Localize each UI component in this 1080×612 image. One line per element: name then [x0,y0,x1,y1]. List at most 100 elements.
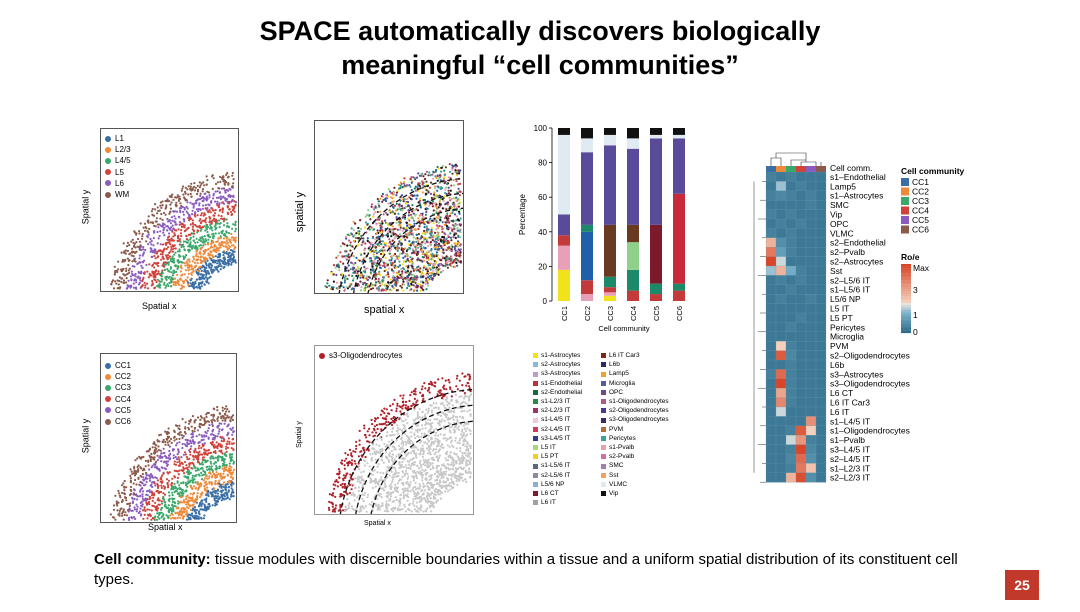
cell-point [420,243,423,247]
cell-point [411,265,414,268]
cell-point [149,484,152,487]
cell-point [193,430,196,433]
cell-point [401,440,404,443]
cell-point [212,495,215,498]
cell-point [218,255,221,258]
cell-point [176,195,179,198]
cell-point [190,467,193,470]
cell-point [453,228,456,231]
cell-point [450,184,453,187]
cell-point [169,227,172,231]
cell-point [150,509,153,512]
cell-point [181,418,184,421]
cell-point [190,436,193,439]
cell-point [400,286,403,289]
cell-point [123,250,126,253]
cell-point [161,224,164,227]
cell-point [397,280,400,283]
cell-point [381,192,384,196]
cell-point [439,238,442,241]
cell-point [125,277,128,280]
cell-point [424,192,427,195]
cell-point [192,185,196,188]
cell-point [410,176,413,179]
cell-point [218,422,221,425]
cell-point [177,228,180,231]
cell-point [140,500,143,503]
cell-point [207,252,210,255]
cell-point [429,240,432,244]
cell-point [427,191,430,194]
cell-point [193,213,196,217]
cell-point [440,246,443,250]
cell-point [447,241,451,244]
cell-point [434,175,437,178]
cell-point [160,452,163,455]
cell-point [138,257,141,260]
cell-point [122,510,125,513]
cell-point [169,517,172,520]
cell-point [230,493,233,496]
cell-point [427,174,430,177]
cell-point [150,248,153,251]
cell-point [155,252,158,255]
cell-point [192,479,195,482]
cell-point [407,217,410,220]
cell-point [345,257,348,260]
cell-point [447,226,450,229]
cell-point [199,496,202,499]
cell-point [165,462,168,465]
cell-point [407,274,410,277]
cell-point [135,510,138,513]
cc-legend-item: CC3 [105,382,131,393]
cell-point [224,197,227,200]
cell-point [197,255,200,258]
cell-point [178,283,181,286]
cell-point [214,502,217,505]
cell-point [168,251,171,254]
cell-point [197,468,200,471]
cell-point [198,282,201,285]
cell-point [147,514,151,517]
cell-point [430,271,433,275]
cell-point [233,200,236,203]
cell-point [123,489,126,492]
cell-point [406,286,409,290]
cell-point [374,284,377,287]
cell-point [405,202,408,205]
cell-point [188,268,191,271]
cell-point [390,268,393,271]
cell-point [221,489,225,492]
cell-point [175,201,178,204]
cell-point [408,196,411,199]
cell-point [456,203,459,206]
cell-point [128,271,131,274]
cell-point [416,252,419,255]
cell-point [416,194,419,197]
cell-point [218,203,221,206]
cell-point [191,267,195,270]
cell-point [376,197,379,201]
cell-point [421,212,424,215]
cell-point [392,228,395,231]
cell-point [215,465,218,468]
cell-point [387,224,390,227]
cell-point [216,266,219,269]
cell-point [397,243,400,246]
cell-point [187,284,190,287]
cell-point [169,210,172,213]
cell-point [159,230,162,233]
cell-point [462,431,465,435]
cell-point [163,234,166,237]
cell-point [195,509,198,512]
cell-point [160,486,163,489]
panel-cell-types: spatial x spatial y [294,120,471,320]
cell-point [172,272,175,275]
cell-point [431,277,434,280]
cell-point [430,234,433,237]
cell-point [159,253,162,256]
cell-point [389,230,392,233]
cell-point [232,178,235,181]
cell-point [161,253,164,256]
cell-point [141,472,144,476]
